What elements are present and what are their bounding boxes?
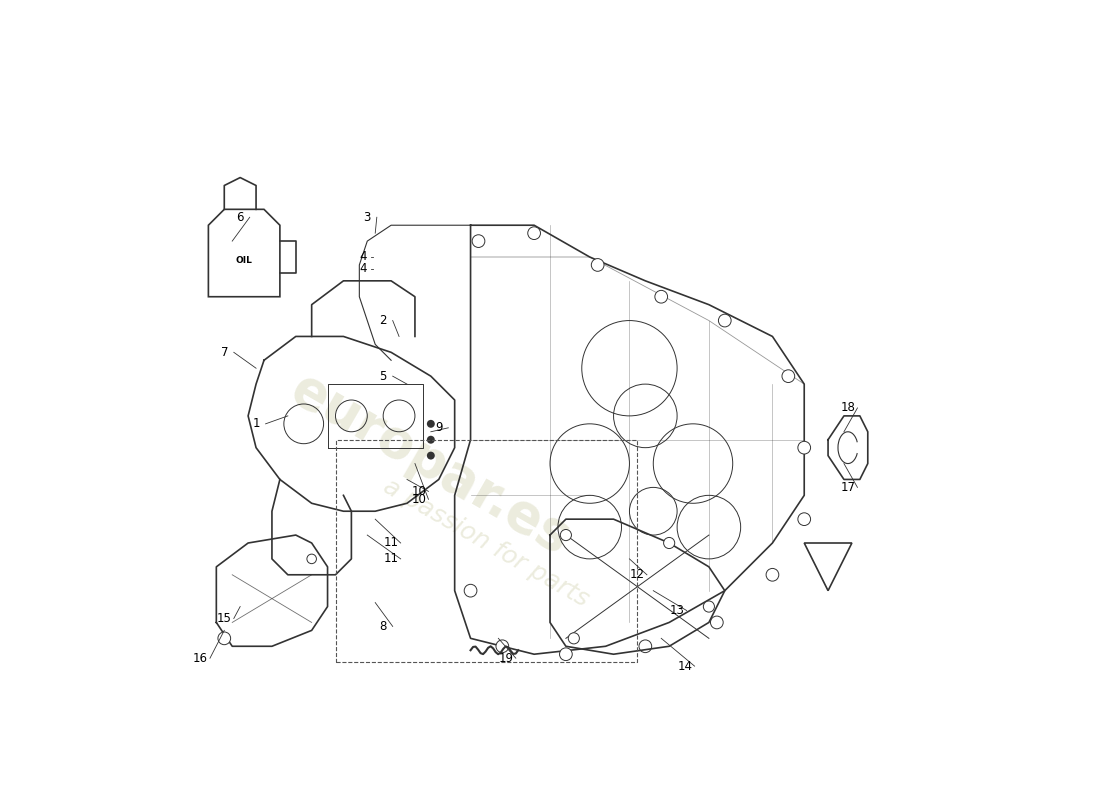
Text: 15: 15 xyxy=(217,612,232,625)
Text: 6: 6 xyxy=(236,210,244,224)
Circle shape xyxy=(427,452,434,459)
Text: 10: 10 xyxy=(411,493,427,506)
Circle shape xyxy=(307,554,317,564)
Circle shape xyxy=(496,640,508,653)
Text: 14: 14 xyxy=(678,660,693,673)
Circle shape xyxy=(711,616,723,629)
Text: 4: 4 xyxy=(360,262,367,275)
Circle shape xyxy=(663,538,674,549)
Circle shape xyxy=(472,234,485,247)
Text: 1: 1 xyxy=(252,418,260,430)
Text: 8: 8 xyxy=(379,620,387,633)
Text: 11: 11 xyxy=(384,537,398,550)
Text: 3: 3 xyxy=(364,210,371,224)
Text: 7: 7 xyxy=(220,346,228,359)
Circle shape xyxy=(218,632,231,645)
Circle shape xyxy=(718,314,732,327)
Bar xyxy=(336,440,637,662)
Circle shape xyxy=(569,633,580,644)
Text: 9: 9 xyxy=(434,422,442,434)
Circle shape xyxy=(592,258,604,271)
Circle shape xyxy=(766,569,779,581)
Text: 13: 13 xyxy=(670,604,684,617)
Polygon shape xyxy=(208,210,279,297)
Text: europar.es: europar.es xyxy=(282,362,580,565)
Circle shape xyxy=(464,584,477,597)
Text: 4: 4 xyxy=(360,250,367,263)
Circle shape xyxy=(427,420,434,428)
Text: 12: 12 xyxy=(630,568,645,582)
Text: 17: 17 xyxy=(840,481,856,494)
Circle shape xyxy=(639,640,651,653)
Circle shape xyxy=(560,648,572,661)
Circle shape xyxy=(782,370,794,382)
Circle shape xyxy=(560,530,572,541)
Text: 19: 19 xyxy=(498,652,514,665)
Text: 11: 11 xyxy=(384,552,398,566)
Text: a passion for parts: a passion for parts xyxy=(379,474,593,612)
Text: 10: 10 xyxy=(411,485,427,498)
Circle shape xyxy=(654,290,668,303)
Circle shape xyxy=(703,601,715,612)
Circle shape xyxy=(528,227,540,239)
Text: 18: 18 xyxy=(840,402,856,414)
Text: 2: 2 xyxy=(379,314,387,327)
Text: OIL: OIL xyxy=(235,257,253,266)
Text: 5: 5 xyxy=(379,370,387,382)
Circle shape xyxy=(427,436,434,444)
Circle shape xyxy=(798,442,811,454)
Text: 16: 16 xyxy=(192,652,208,665)
Circle shape xyxy=(798,513,811,526)
